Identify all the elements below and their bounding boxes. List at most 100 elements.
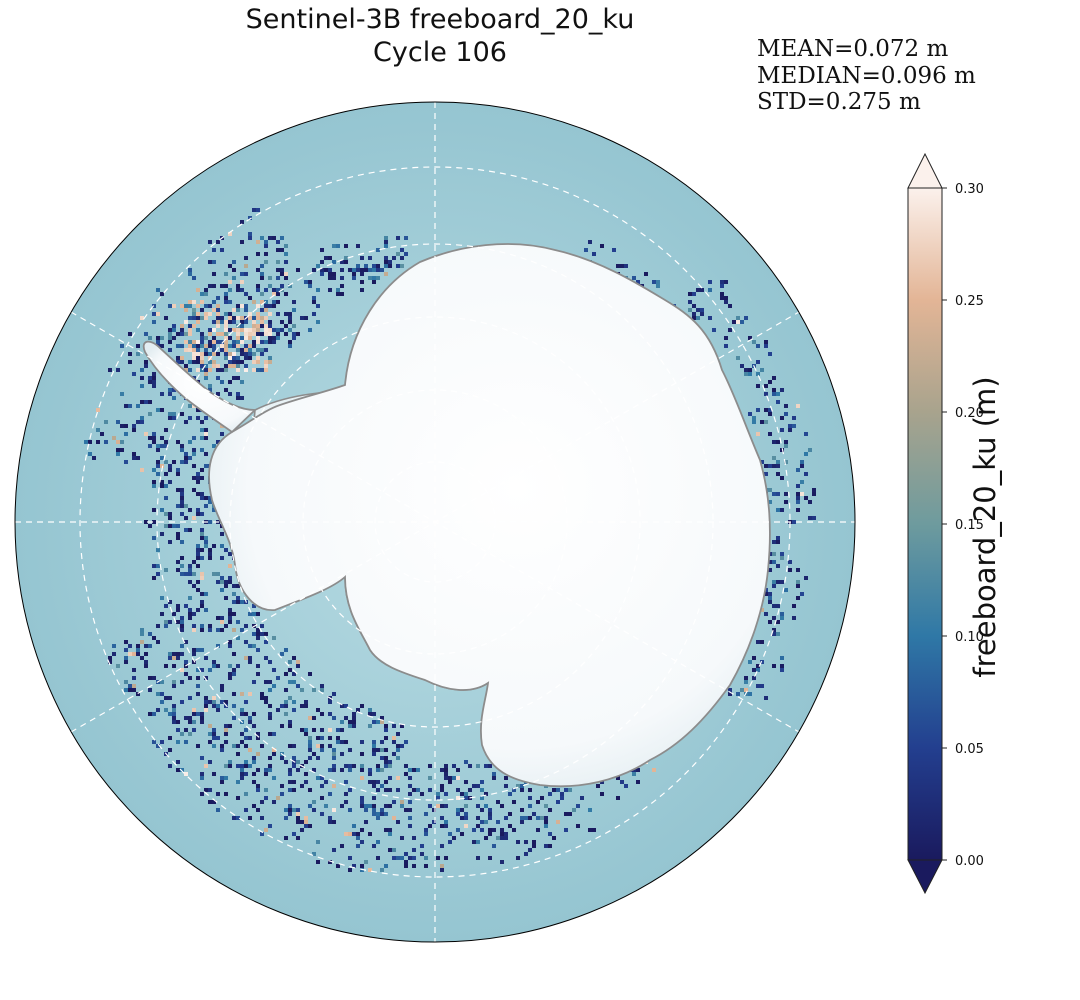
seaice-pixel (196, 588, 200, 592)
seaice-pixel (264, 328, 268, 332)
seaice-pixel (476, 856, 480, 860)
seaice-pixel (220, 368, 224, 372)
seaice-pixel (308, 328, 312, 332)
seaice-pixel (248, 328, 252, 332)
seaice-pixel (332, 276, 336, 280)
seaice-pixel (160, 444, 164, 448)
seaice-pixel (420, 852, 424, 856)
seaice-pixel (784, 404, 788, 408)
seaice-pixel (392, 848, 396, 852)
seaice-pixel (176, 620, 180, 624)
seaice-pixel (376, 812, 380, 816)
seaice-pixel (192, 476, 196, 480)
seaice-pixel (264, 772, 268, 776)
seaice-pixel (300, 704, 304, 708)
seaice-pixel (236, 764, 240, 768)
seaice-pixel (212, 444, 216, 448)
seaice-pixel (276, 240, 280, 244)
seaice-pixel (276, 708, 280, 712)
seaice-pixel (212, 696, 216, 700)
seaice-pixel (204, 676, 208, 680)
seaice-pixel (772, 560, 776, 564)
seaice-pixel (256, 240, 260, 244)
seaice-pixel (244, 744, 248, 748)
seaice-pixel (288, 724, 292, 728)
seaice-pixel (376, 720, 380, 724)
seaice-pixel (216, 324, 220, 328)
seaice-pixel (548, 792, 552, 796)
seaice-pixel (184, 572, 188, 576)
seaice-pixel (280, 236, 284, 240)
seaice-pixel (232, 584, 236, 588)
seaice-pixel (400, 248, 404, 252)
seaice-pixel (236, 664, 240, 668)
seaice-pixel (188, 324, 192, 328)
seaice-pixel (368, 708, 372, 712)
seaice-pixel (272, 776, 276, 780)
seaice-pixel (160, 700, 164, 704)
seaice-pixel (264, 364, 268, 368)
seaice-pixel (360, 776, 364, 780)
seaice-pixel (120, 440, 124, 444)
seaice-pixel (140, 416, 144, 420)
seaice-pixel (464, 792, 468, 796)
seaice-pixel (280, 272, 284, 276)
seaice-pixel (228, 576, 232, 580)
seaice-pixel (164, 460, 168, 464)
seaice-pixel (244, 624, 248, 628)
seaice-pixel (348, 268, 352, 272)
seaice-pixel (396, 744, 400, 748)
seaice-pixel (276, 328, 280, 332)
seaice-pixel (224, 320, 228, 324)
seaice-pixel (768, 600, 772, 604)
seaice-pixel (404, 808, 408, 812)
seaice-pixel (140, 656, 144, 660)
seaice-pixel (352, 832, 356, 836)
seaice-pixel (184, 368, 188, 372)
seaice-pixel (164, 604, 168, 608)
seaice-pixel (100, 432, 104, 436)
seaice-pixel (688, 308, 692, 312)
seaice-pixel (204, 452, 208, 456)
seaice-pixel (244, 712, 248, 716)
seaice-pixel (480, 796, 484, 800)
seaice-pixel (244, 336, 248, 340)
seaice-pixel (372, 712, 376, 716)
seaice-pixel (200, 428, 204, 432)
seaice-pixel (288, 660, 292, 664)
seaice-pixel (196, 348, 200, 352)
seaice-pixel (204, 544, 208, 548)
seaice-pixel (256, 336, 260, 340)
seaice-pixel (272, 636, 276, 640)
seaice-pixel (376, 768, 380, 772)
seaice-pixel (264, 260, 268, 264)
seaice-pixel (256, 324, 260, 328)
seaice-pixel (196, 340, 200, 344)
seaice-pixel (324, 256, 328, 260)
seaice-pixel (292, 708, 296, 712)
seaice-pixel (272, 300, 276, 304)
seaice-pixel (252, 724, 256, 728)
seaice-pixel (244, 700, 248, 704)
seaice-pixel (420, 844, 424, 848)
seaice-pixel (372, 796, 376, 800)
seaice-pixel (316, 776, 320, 780)
seaice-pixel (320, 268, 324, 272)
seaice-pixel (776, 392, 780, 396)
seaice-pixel (476, 804, 480, 808)
seaice-pixel (144, 332, 148, 336)
seaice-pixel (552, 836, 556, 840)
seaice-pixel (304, 704, 308, 708)
seaice-pixel (408, 792, 412, 796)
seaice-pixel (276, 268, 280, 272)
seaice-pixel (228, 552, 232, 556)
seaice-pixel (388, 260, 392, 264)
seaice-pixel (508, 824, 512, 828)
seaice-pixel (192, 612, 196, 616)
seaice-pixel (108, 656, 112, 660)
seaice-pixel (200, 716, 204, 720)
seaice-pixel (276, 248, 280, 252)
seaice-pixel (768, 500, 772, 504)
seaice-pixel (200, 436, 204, 440)
seaice-pixel (220, 684, 224, 688)
